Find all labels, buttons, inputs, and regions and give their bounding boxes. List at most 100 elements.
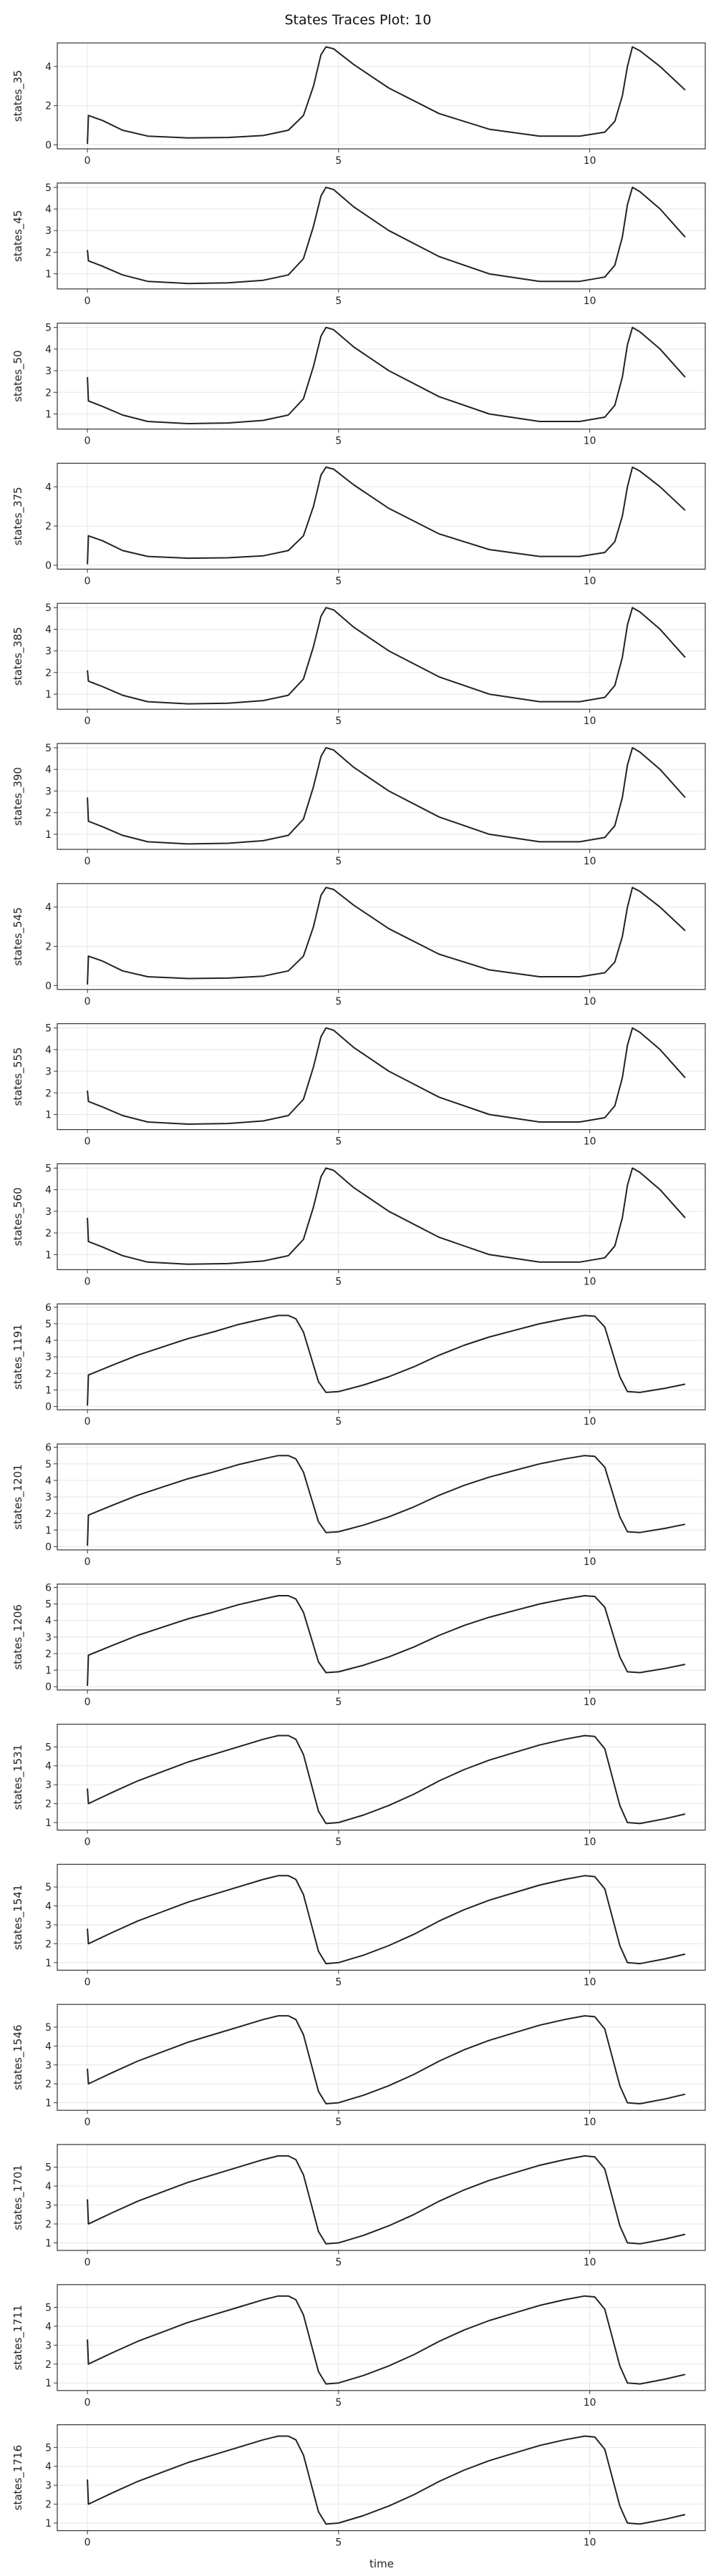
y-tick-label: 4 — [45, 482, 52, 493]
x-tick-label: 10 — [584, 2397, 596, 2409]
y-tick-label: 0 — [45, 1541, 52, 1553]
y-tick-label: 1 — [45, 1249, 52, 1261]
y-tick-label: 5 — [45, 1319, 52, 1330]
y-tick-label: 2 — [45, 1088, 52, 1099]
panel-states_1701: 1 2 3 4 5 0 5 10 states_1701 — [11, 2144, 706, 2268]
y-tick-label: 2 — [45, 387, 52, 399]
x-tick-label: 5 — [335, 1136, 342, 1148]
y-tick-label: 4 — [45, 2041, 52, 2052]
y-tick-label: 3 — [45, 2480, 52, 2492]
y-tick-label: 1 — [45, 2378, 52, 2389]
x-tick-label: 10 — [584, 1136, 596, 1148]
y-tick-label: 1 — [45, 2238, 52, 2249]
x-tick-label: 10 — [584, 1837, 596, 1848]
y-axis-label: states_1546 — [11, 2024, 25, 2090]
y-tick-label: 5 — [45, 1459, 52, 1470]
panel-states_375: 0 2 4 0 5 10 states_375 — [11, 462, 706, 587]
panel-frame — [57, 2284, 706, 2391]
x-tick-label: 0 — [84, 1136, 91, 1148]
x-tick-label: 5 — [335, 2257, 342, 2268]
x-tick-label: 5 — [335, 2537, 342, 2549]
x-tick-label: 0 — [84, 1416, 91, 1428]
y-tick-label: 4 — [45, 2181, 52, 2192]
x-tick-label: 0 — [84, 716, 91, 727]
y-tick-label: 5 — [45, 1023, 52, 1035]
y-tick-label: 1 — [45, 1385, 52, 1396]
x-tick-label: 5 — [335, 1697, 342, 1708]
y-tick-label: 6 — [45, 1302, 52, 1314]
y-axis-label: states_1541 — [11, 1885, 25, 1951]
x-tick-label: 0 — [84, 1276, 91, 1287]
x-tick-label: 10 — [584, 296, 596, 307]
y-tick-label: 1 — [45, 689, 52, 701]
y-tick-label: 4 — [45, 62, 52, 73]
x-tick-label: 5 — [335, 575, 342, 587]
y-tick-label: 2 — [45, 1649, 52, 1660]
y-axis-label: states_35 — [11, 70, 25, 122]
x-tick-label: 10 — [584, 2117, 596, 2128]
x-tick-label: 5 — [335, 1976, 342, 1988]
series-line-states_385 — [87, 607, 686, 705]
y-tick-label: 5 — [45, 2442, 52, 2454]
x-axis-label: time — [369, 2557, 394, 2570]
x-tick-label: 10 — [584, 716, 596, 727]
y-axis-label: states_545 — [11, 907, 25, 966]
y-tick-label: 4 — [45, 624, 52, 635]
y-tick-label: 5 — [45, 1163, 52, 1174]
x-tick-label: 5 — [335, 2397, 342, 2409]
x-tick-label: 10 — [584, 1276, 596, 1287]
x-tick-label: 0 — [84, 856, 91, 867]
y-tick-label: 4 — [45, 1045, 52, 1056]
x-tick-label: 0 — [84, 1697, 91, 1708]
panel-frame — [57, 1724, 706, 1831]
y-tick-label: 5 — [45, 1742, 52, 1753]
x-tick-label: 10 — [584, 1556, 596, 1568]
y-tick-label: 2 — [45, 808, 52, 819]
y-axis-label: states_560 — [11, 1187, 25, 1246]
series-line-states_35 — [87, 46, 686, 145]
y-tick-label: 1 — [45, 2098, 52, 2109]
y-tick-label: 6 — [45, 1443, 52, 1454]
y-tick-label: 0 — [45, 1402, 52, 1413]
y-tick-label: 1 — [45, 1818, 52, 1829]
y-axis-label: states_375 — [11, 487, 25, 545]
y-tick-label: 3 — [45, 1920, 52, 1931]
y-tick-label: 5 — [45, 743, 52, 754]
series-line-states_555 — [87, 1027, 686, 1125]
series-line-states_50 — [87, 326, 686, 424]
series-line-states_45 — [87, 186, 686, 285]
series-line-states_545 — [87, 887, 686, 985]
x-tick-label: 0 — [84, 1556, 91, 1568]
panel-frame — [57, 1163, 706, 1271]
x-tick-label: 10 — [584, 1976, 596, 1988]
y-axis-label: states_1711 — [11, 2305, 25, 2371]
panel-frame — [57, 2424, 706, 2532]
x-tick-label: 5 — [335, 1416, 342, 1428]
y-tick-label: 3 — [45, 1492, 52, 1503]
y-axis-label: states_385 — [11, 627, 25, 686]
panel-states_385: 1 2 3 4 5 0 5 10 states_385 — [11, 602, 706, 727]
y-tick-label: 5 — [45, 2162, 52, 2174]
x-tick-label: 10 — [584, 856, 596, 867]
y-tick-label: 3 — [45, 1632, 52, 1644]
y-tick-label: 2 — [45, 247, 52, 258]
panel-states_45: 1 2 3 4 5 0 5 10 states_45 — [11, 182, 706, 307]
panel-frame — [57, 2004, 706, 2111]
y-tick-label: 4 — [45, 2321, 52, 2333]
series-line-states_1546 — [87, 2015, 686, 2104]
x-tick-label: 5 — [335, 1276, 342, 1287]
panel-frame — [57, 42, 706, 150]
x-tick-label: 10 — [584, 575, 596, 587]
x-tick-label: 10 — [584, 2537, 596, 2549]
x-tick-label: 10 — [584, 996, 596, 1008]
x-tick-label: 0 — [84, 1837, 91, 1848]
y-tick-label: 2 — [45, 668, 52, 679]
series-line-states_1541 — [87, 1875, 686, 1965]
y-tick-label: 2 — [45, 2359, 52, 2371]
series-line-states_1701 — [87, 2155, 686, 2245]
y-tick-label: 4 — [45, 902, 52, 914]
y-tick-label: 1 — [45, 409, 52, 420]
x-tick-label: 0 — [84, 155, 91, 167]
y-tick-label: 4 — [45, 1335, 52, 1347]
